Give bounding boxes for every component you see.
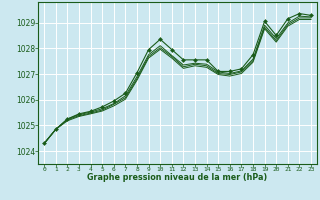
X-axis label: Graphe pression niveau de la mer (hPa): Graphe pression niveau de la mer (hPa) bbox=[87, 173, 268, 182]
